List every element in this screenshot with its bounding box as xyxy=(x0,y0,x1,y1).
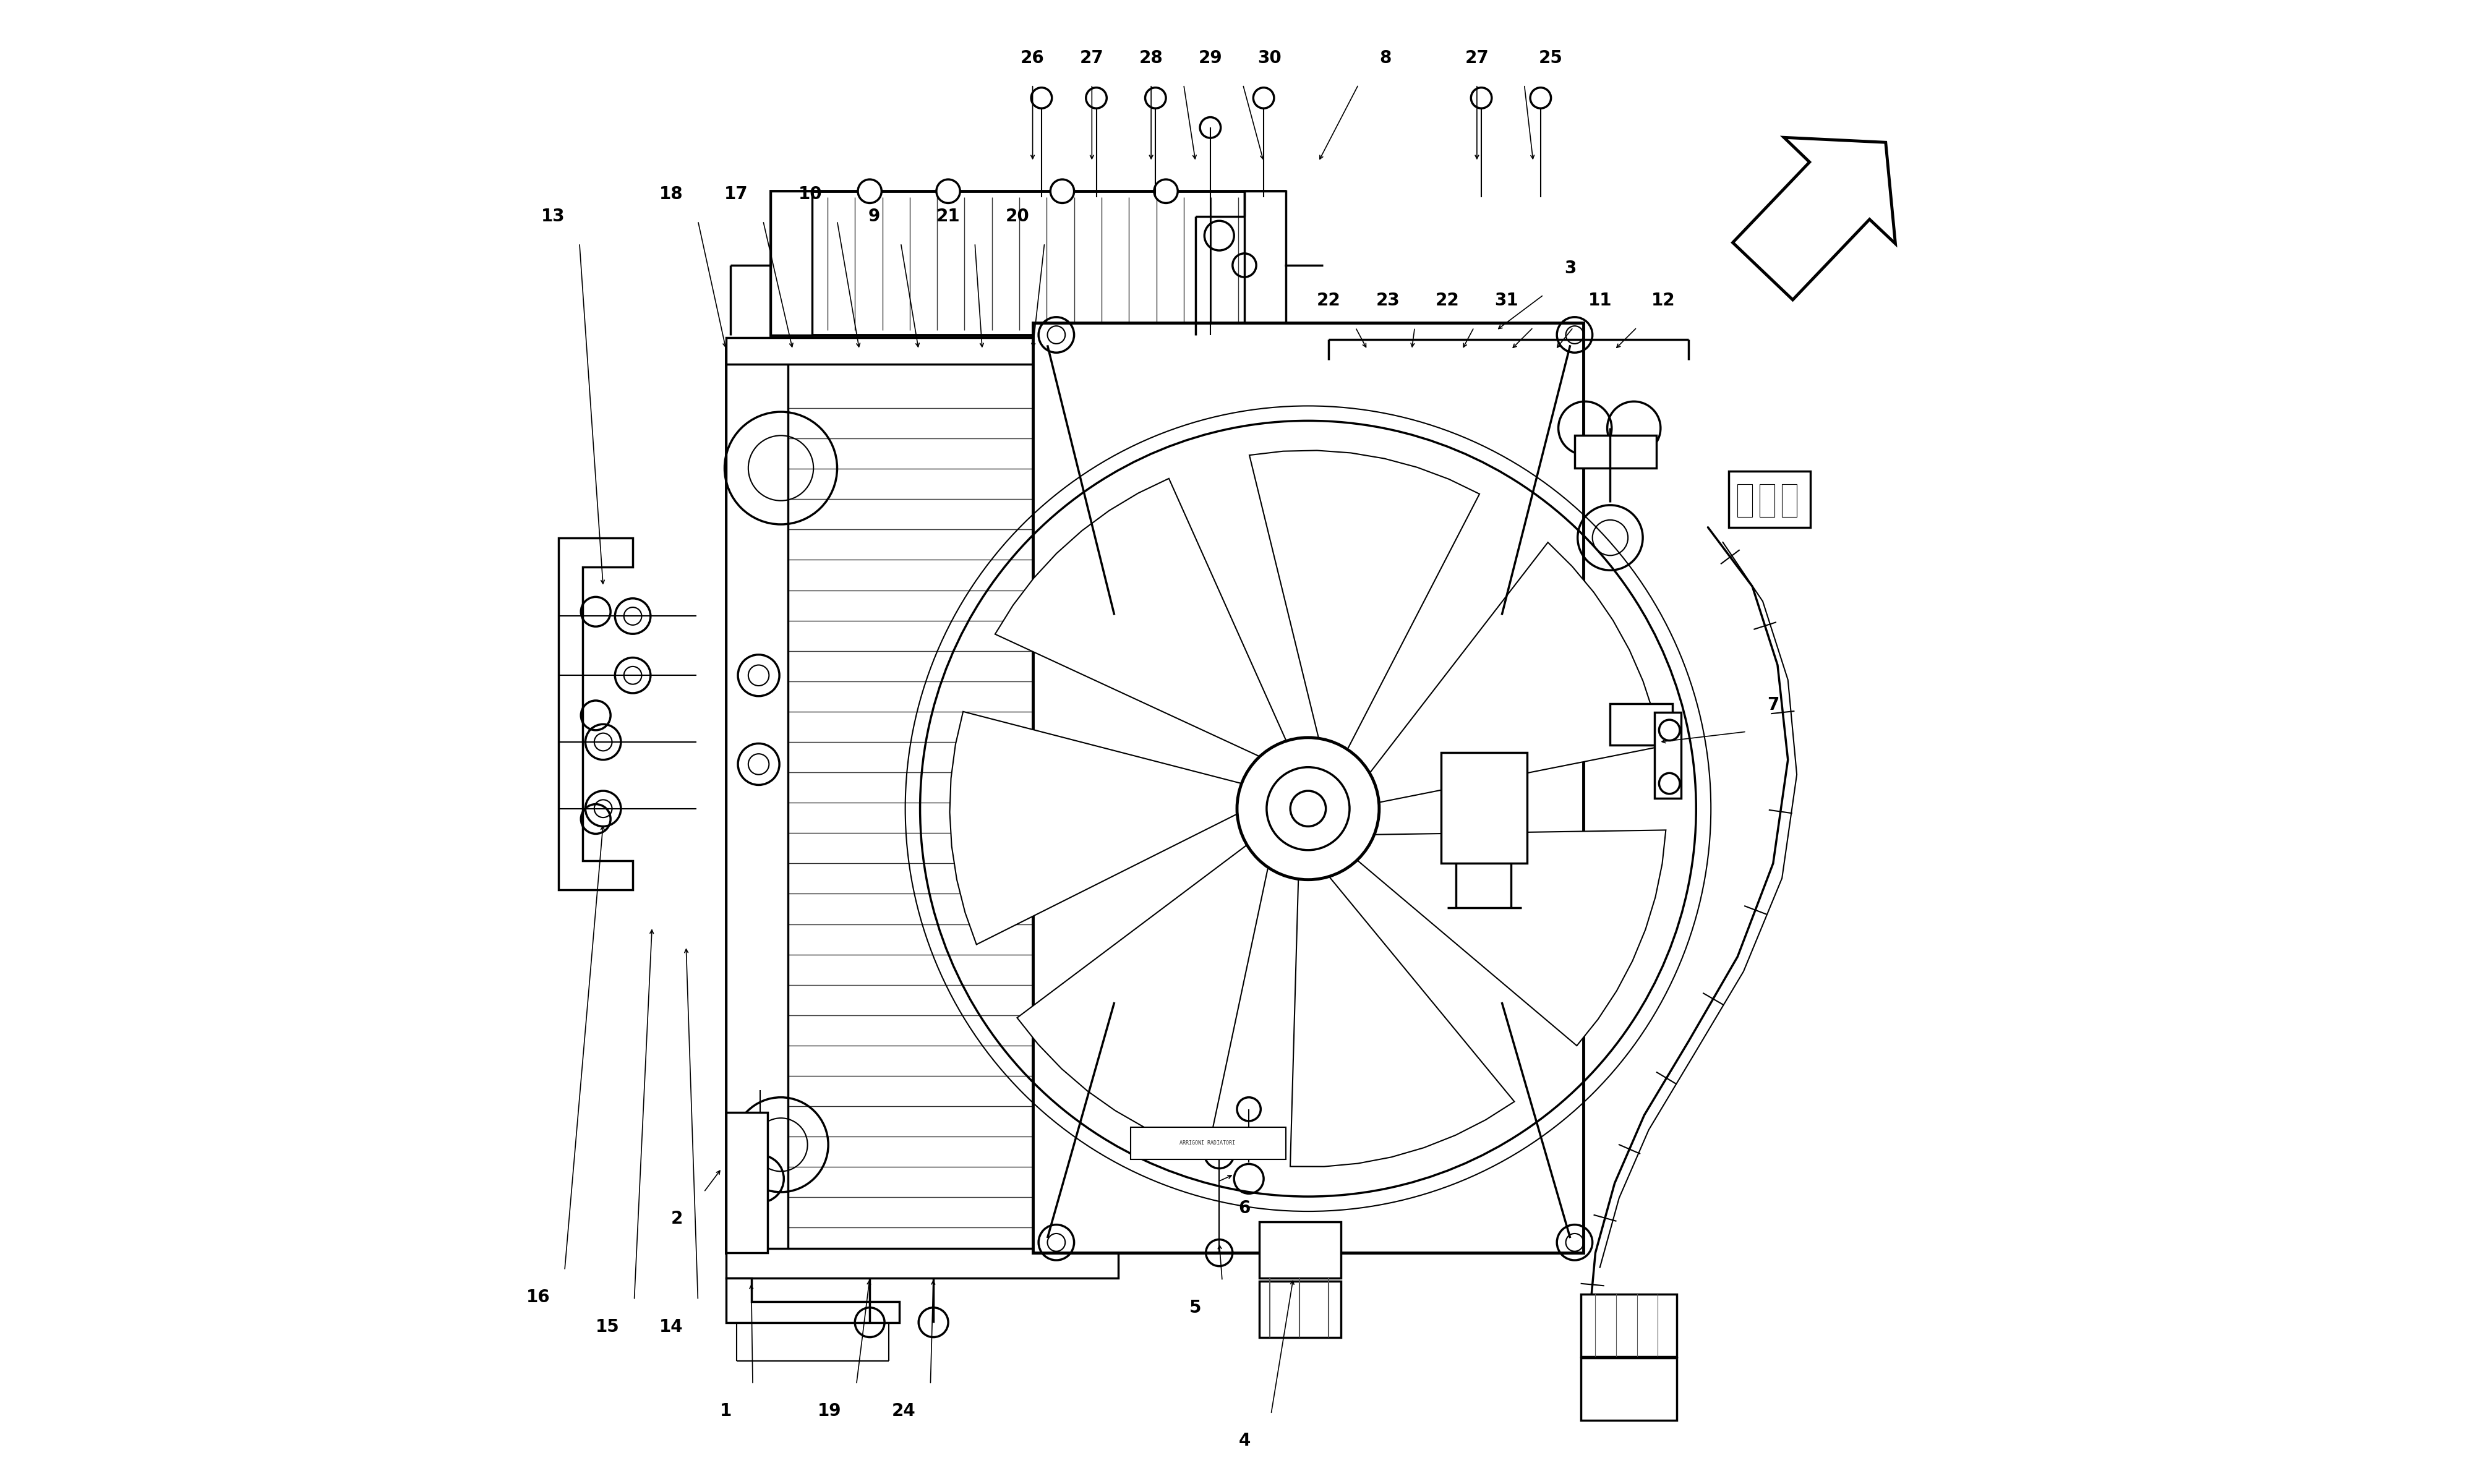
Bar xyxy=(1655,712,1682,798)
Polygon shape xyxy=(995,478,1286,757)
Text: 16: 16 xyxy=(527,1288,549,1306)
Bar xyxy=(1581,1294,1677,1356)
Polygon shape xyxy=(1732,138,1895,300)
Text: 6: 6 xyxy=(1239,1199,1249,1217)
Text: 20: 20 xyxy=(1007,208,1029,226)
Polygon shape xyxy=(769,191,1284,335)
Text: 22: 22 xyxy=(1316,292,1341,310)
Text: 18: 18 xyxy=(661,186,683,203)
Circle shape xyxy=(1472,88,1492,108)
Circle shape xyxy=(1145,88,1165,108)
Bar xyxy=(1259,1281,1341,1337)
Text: 8: 8 xyxy=(1378,49,1390,67)
Text: 23: 23 xyxy=(1376,292,1400,310)
Circle shape xyxy=(935,180,960,203)
Text: 21: 21 xyxy=(935,208,960,226)
Circle shape xyxy=(1032,88,1051,108)
Circle shape xyxy=(1153,180,1178,203)
Text: 27: 27 xyxy=(1465,49,1489,67)
Text: ARRIGONI RADIATORI: ARRIGONI RADIATORI xyxy=(1180,1140,1235,1146)
Circle shape xyxy=(1254,88,1274,108)
Text: 19: 19 xyxy=(819,1402,841,1420)
Bar xyxy=(1244,191,1286,335)
Text: 5: 5 xyxy=(1190,1298,1202,1316)
Text: 10: 10 xyxy=(799,186,821,203)
Text: 26: 26 xyxy=(1022,49,1044,67)
Text: 3: 3 xyxy=(1564,260,1576,278)
Bar xyxy=(1581,1358,1677,1420)
Bar xyxy=(725,347,789,1252)
Circle shape xyxy=(1531,88,1551,108)
Text: 14: 14 xyxy=(661,1318,683,1336)
Polygon shape xyxy=(1017,844,1269,1153)
Text: 24: 24 xyxy=(891,1402,915,1420)
Text: 30: 30 xyxy=(1257,49,1282,67)
Text: 15: 15 xyxy=(596,1318,618,1336)
Bar xyxy=(725,1248,1118,1278)
Polygon shape xyxy=(1371,542,1660,803)
Text: 4: 4 xyxy=(1239,1432,1249,1450)
Bar xyxy=(1442,752,1526,864)
Bar xyxy=(1729,470,1811,527)
Text: 7: 7 xyxy=(1766,696,1779,714)
Text: 22: 22 xyxy=(1435,292,1460,310)
Bar xyxy=(1759,484,1774,516)
Bar xyxy=(1611,703,1672,745)
Circle shape xyxy=(1267,767,1348,850)
Circle shape xyxy=(1086,88,1106,108)
Bar xyxy=(1259,1221,1341,1278)
Bar xyxy=(725,1112,767,1252)
Bar xyxy=(725,347,1118,1252)
Polygon shape xyxy=(725,1278,901,1322)
Text: 27: 27 xyxy=(1079,49,1103,67)
Text: 11: 11 xyxy=(1588,292,1611,310)
Text: 9: 9 xyxy=(868,208,881,226)
Polygon shape xyxy=(950,712,1242,944)
Bar xyxy=(1056,347,1118,1252)
Bar xyxy=(769,191,811,335)
Polygon shape xyxy=(1358,830,1665,1046)
Text: 29: 29 xyxy=(1197,49,1222,67)
Bar xyxy=(1573,435,1655,467)
Polygon shape xyxy=(1291,877,1514,1166)
Circle shape xyxy=(858,180,881,203)
Text: 28: 28 xyxy=(1138,49,1163,67)
Text: 1: 1 xyxy=(720,1402,732,1420)
Text: 17: 17 xyxy=(725,186,747,203)
Bar xyxy=(1781,484,1796,516)
Text: 12: 12 xyxy=(1653,292,1675,310)
Polygon shape xyxy=(1249,451,1479,749)
Text: 25: 25 xyxy=(1539,49,1564,67)
Bar xyxy=(725,338,1118,365)
Text: 2: 2 xyxy=(670,1209,683,1227)
Bar xyxy=(1032,324,1583,1252)
Bar xyxy=(1131,1126,1286,1159)
Bar xyxy=(1737,484,1752,516)
Polygon shape xyxy=(559,537,633,890)
Text: 13: 13 xyxy=(542,208,564,226)
Text: 31: 31 xyxy=(1494,292,1519,310)
Circle shape xyxy=(1051,180,1074,203)
